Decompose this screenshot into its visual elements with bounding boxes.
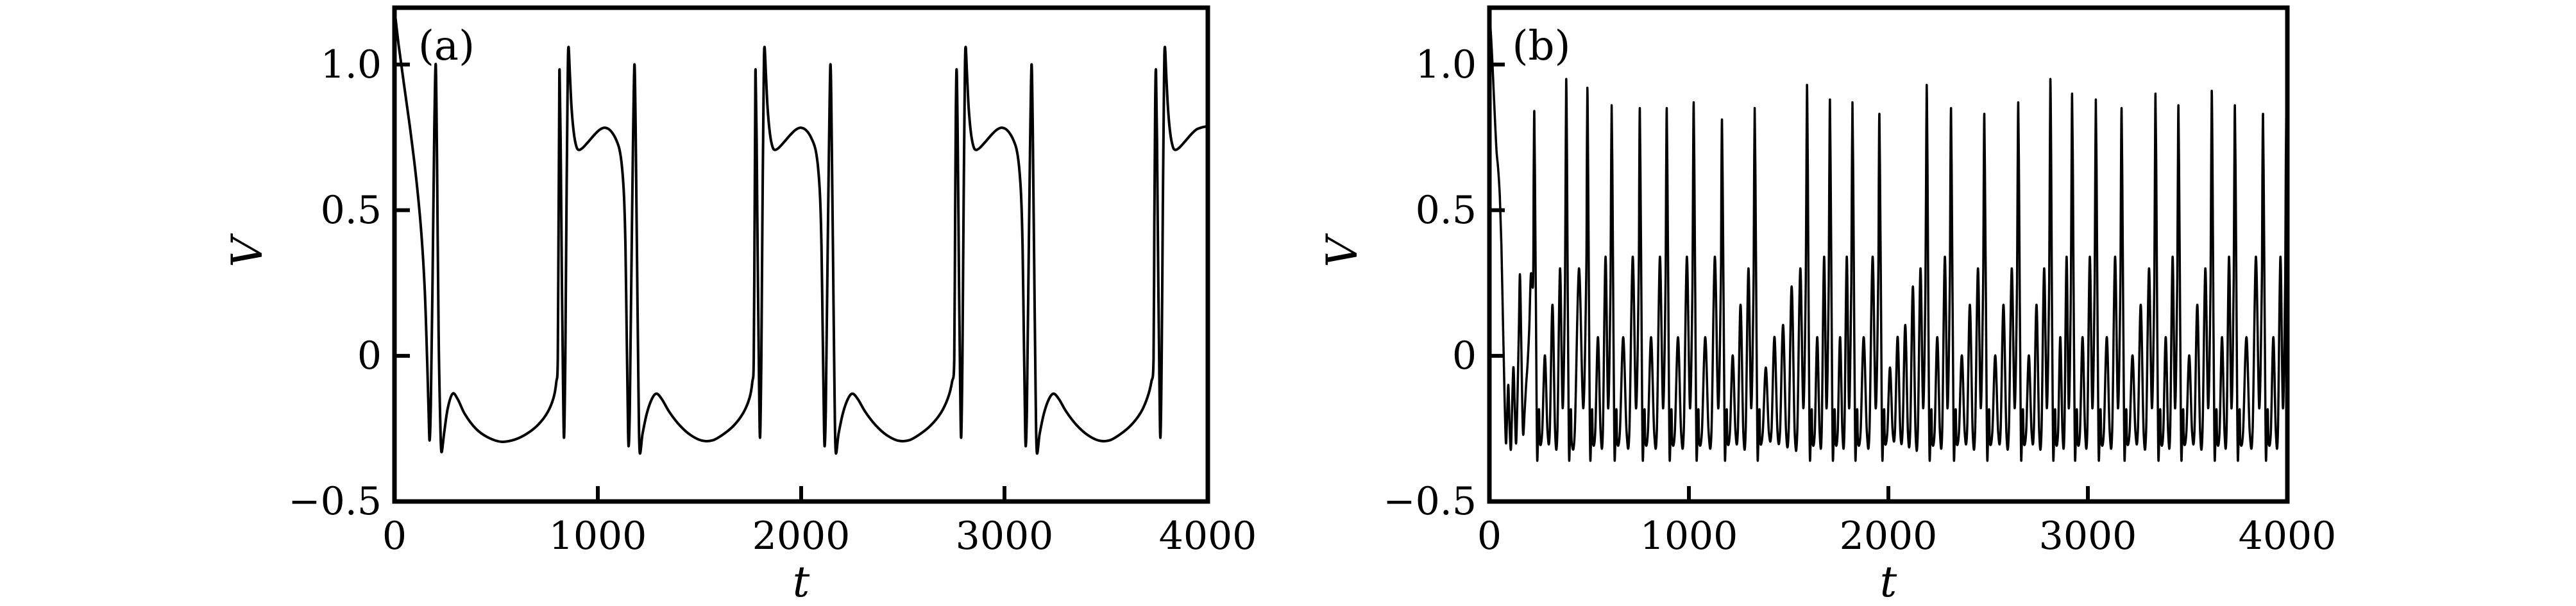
x-tick-label: 1000	[1640, 514, 1738, 559]
x-tick-label: 4000	[2238, 514, 2337, 559]
panel-b-label: (b)	[1512, 22, 1571, 70]
plot-frame	[392, 5, 1210, 504]
y-tick-label: 0.5	[320, 187, 382, 233]
x-axis-label-b: t	[1879, 557, 1897, 606]
x-tick-label: 3000	[2038, 514, 2137, 559]
x-tick-label: 3000	[955, 514, 1054, 559]
y-axis-label-b: V	[1318, 237, 1367, 267]
panel-a	[392, 5, 1210, 504]
panel-a-label: (a)	[418, 22, 475, 70]
x-tick-label: 1000	[548, 514, 647, 559]
panel-b	[1487, 5, 2290, 504]
y-tick-label: 1.0	[1415, 42, 1477, 87]
x-tick-label: 2000	[1839, 514, 1938, 559]
x-tick-label: 0	[382, 514, 407, 559]
y-tick-label: −0.5	[1383, 479, 1477, 524]
y-tick-label: 1.0	[320, 42, 382, 87]
x-tick-label: 4000	[1158, 514, 1257, 559]
y-tick-label: 0.5	[1415, 187, 1477, 233]
x-axis-label-a: t	[792, 557, 810, 606]
y-axis-label-a: V	[223, 237, 272, 267]
y-tick-label: −0.5	[288, 479, 382, 524]
x-tick-label: 0	[1477, 514, 1502, 559]
voltage-trace-b	[1488, 8, 2289, 462]
voltage-trace-a	[393, 8, 1209, 455]
y-tick-label: 0	[1452, 333, 1477, 378]
y-tick-label: 0	[357, 333, 382, 378]
x-tick-label: 2000	[752, 514, 851, 559]
